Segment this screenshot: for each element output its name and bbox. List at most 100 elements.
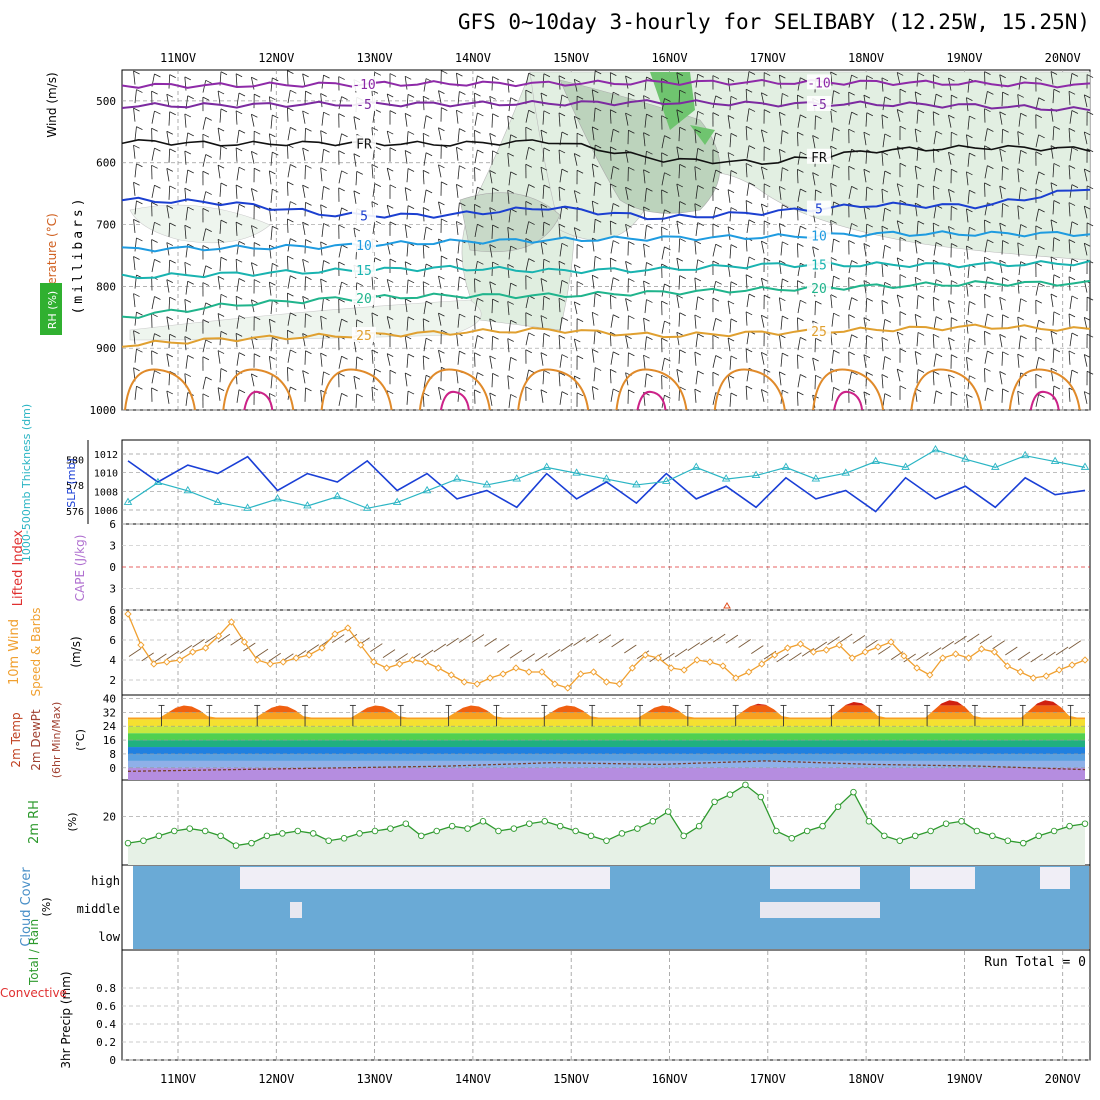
wind-speed-point [525,668,533,676]
upper-wind-barb [984,313,988,327]
upper-wind-barb [694,240,702,245]
upper-wind-barb [489,170,493,184]
upper-wind-barb [166,279,170,293]
upper-wind-barb [833,90,840,94]
upper-wind-barb [508,283,512,297]
upper-wind-barb [593,293,596,308]
rh-point [526,820,533,827]
isotherm-line [121,230,1091,253]
upper-wind-barb [457,351,460,365]
upper-wind-barb [865,372,868,387]
upper-wind-barb [778,371,782,386]
wind-speed-point [964,654,973,662]
upper-wind-barb [746,331,750,345]
upper-wind-barb [694,314,697,329]
wind-speed-point [809,648,818,656]
upper-wind-barb [610,314,614,328]
upper-wind-barb [643,132,650,137]
upper-wind-barb [610,294,617,299]
wind-speed-point [434,664,443,672]
upper-wind-barb [779,148,786,153]
upper-wind-barb [882,245,886,259]
upper-wind-barb [676,294,683,299]
upper-wind-barb [404,187,412,191]
upper-wind-barb [984,330,991,335]
rh-point [695,822,703,830]
upper-wind-barb [1084,354,1091,358]
upper-wind-barb [441,70,448,74]
upper-wind-barb [727,337,731,352]
upper-wind-barb [489,355,493,369]
upper-wind-barb [625,298,629,312]
wind-speed-point [292,654,300,662]
upper-wind-barb [456,110,459,124]
upper-wind-barb [169,296,176,301]
upper-wind-barb [320,130,327,134]
upper-wind-barb [1038,394,1045,398]
upper-wind-barb [694,351,697,366]
slp-tick-label: 1008 [94,487,118,498]
upper-wind-barb [830,71,837,76]
thickness-point [362,503,372,511]
upper-wind-barb [715,355,722,359]
thickness-point [841,468,851,476]
upper-wind-barb [833,349,840,354]
rh-axis-label: RH (%) [46,291,59,329]
upper-wind-barb [353,227,361,232]
upper-wind-barb [896,109,901,122]
wind-speed-point [835,641,843,649]
upper-wind-barb [270,226,273,240]
upper-wind-barb [353,190,357,204]
upper-wind-barb [320,241,327,246]
li-tick-label: 6 [109,604,116,617]
upper-wind-barb [320,167,327,172]
upper-wind-barb [508,246,512,260]
upper-wind-barb [987,387,994,392]
upper-wind-barb [272,263,279,267]
upper-wind-barb [423,78,427,92]
upper-wind-barb [459,350,466,355]
isotherm-label: -10 [352,78,375,93]
upper-wind-barb [661,358,665,371]
upper-wind-barb [664,172,671,177]
upper-wind-barb [935,167,943,172]
wind-speed-point [874,643,882,651]
rh-point [418,832,425,840]
upper-wind-barb [559,243,563,257]
upper-wind-barb [525,147,530,160]
upper-wind-barb [321,297,324,312]
upper-wind-barb [558,298,561,313]
temp-axis-titles: (°C) [74,729,87,751]
surface-wind-barb [865,639,878,649]
upper-wind-barb [389,369,397,374]
upper-wind-barb [697,259,704,264]
upper-wind-barb [1017,279,1020,294]
upper-wind-barb [628,352,635,357]
upper-wind-barb [372,109,376,123]
upper-wind-barb [881,300,884,315]
thickness-point [273,494,282,502]
upper-wind-barb [573,338,578,352]
upper-wind-barb [848,240,855,244]
upper-wind-barb [576,169,584,174]
upper-wind-barb [625,112,632,117]
thickness-point [691,462,701,470]
upper-wind-barb [338,76,345,80]
upper-wind-barb [881,299,889,304]
upper-wind-barb [136,126,143,131]
upper-wind-barb [679,201,686,205]
upper-wind-barb [250,188,255,201]
upper-wind-barb [507,338,510,353]
upper-wind-barb [897,183,904,188]
upper-wind-barb [456,258,463,262]
upper-wind-barb [302,296,309,300]
upper-wind-barb [661,374,668,379]
upper-wind-barb [573,227,578,240]
upper-wind-barb [664,283,671,288]
upper-wind-barb [932,260,935,275]
upper-wind-barb [1069,110,1073,124]
upper-wind-barb [865,298,868,313]
rh-point [556,822,564,830]
upper-wind-barb [729,96,732,111]
surface-wind-barb [598,634,612,644]
